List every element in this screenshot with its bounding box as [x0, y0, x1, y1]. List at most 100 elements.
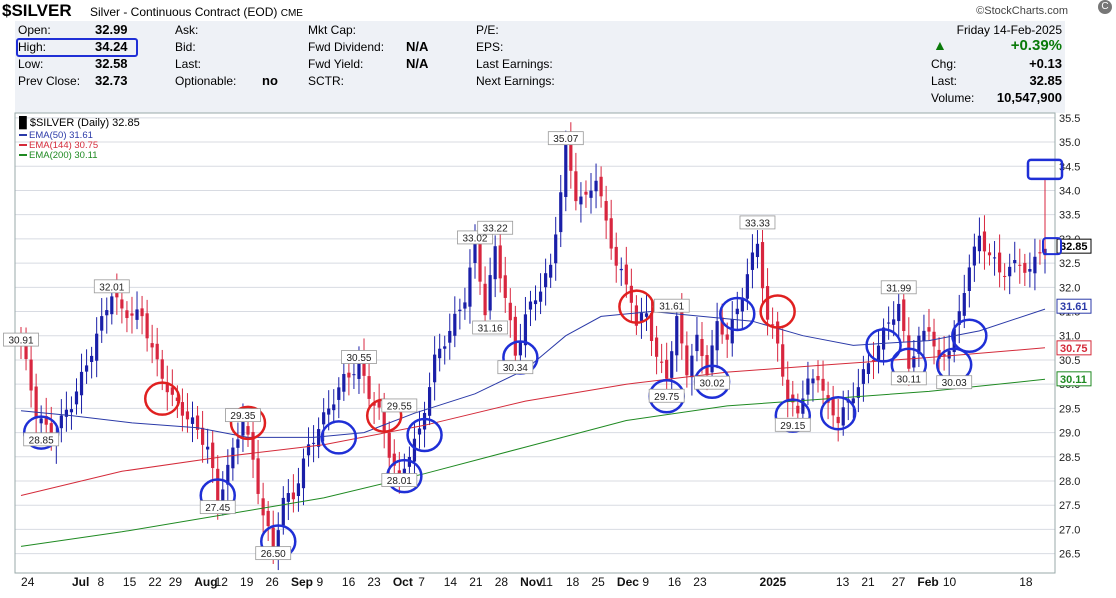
- ema200-line: [20, 378, 1046, 547]
- candle-body: [498, 245, 502, 279]
- candle-body: [74, 391, 79, 405]
- value-label: 35.07: [553, 134, 578, 145]
- right-price-label: 30.11: [1060, 374, 1087, 386]
- candle-body: [841, 407, 845, 426]
- candle-body: [90, 355, 94, 362]
- ema144-line: [20, 347, 1046, 496]
- candle-body: [538, 291, 543, 302]
- last-right-value: 32.85: [1029, 73, 1062, 88]
- value-label: 30.11: [897, 374, 922, 385]
- x-tick-label: 9: [316, 575, 323, 589]
- chart-header: $SILVER Silver - Continuous Contract (EO…: [0, 0, 1072, 115]
- candle-body: [241, 421, 245, 436]
- candle-body: [412, 438, 417, 462]
- value-label: 29.55: [387, 401, 412, 412]
- up-arrow-icon: ▲: [933, 37, 947, 53]
- value-label: 31.16: [478, 323, 503, 334]
- x-tick-label: 21: [861, 575, 875, 589]
- value-label-box: [477, 220, 514, 235]
- x-tick-label: 23: [693, 575, 707, 589]
- candle-body: [861, 369, 866, 384]
- chart-title: █ $SILVER (Daily) 32.85: [19, 115, 140, 130]
- x-tick-label: Nov: [520, 575, 543, 589]
- value-label: 33.33: [745, 218, 770, 229]
- value-label: 31.61: [659, 302, 684, 313]
- candle-body: [897, 303, 901, 322]
- y-tick-label: 26.5: [1059, 549, 1080, 561]
- candle-body: [417, 428, 422, 435]
- candle-body: [680, 311, 684, 344]
- candle-body: [110, 296, 114, 315]
- x-tick-label: 25: [591, 575, 605, 589]
- candle-body: [619, 268, 623, 271]
- candle-body: [438, 348, 442, 359]
- candle-body: [670, 351, 674, 378]
- candle-body: [967, 267, 971, 291]
- candle-body: [922, 330, 926, 341]
- prev-close-value: 32.73: [95, 73, 128, 88]
- candle-body: [781, 344, 785, 377]
- candle-body: [221, 489, 225, 506]
- y-tick-label: 34.0: [1059, 185, 1080, 197]
- right-price-tag: [1056, 371, 1092, 387]
- chg-label: Chg:: [931, 57, 957, 71]
- x-tick-label: 27: [892, 575, 906, 589]
- volume-label: Volume:: [931, 91, 975, 105]
- candle-body: [59, 415, 63, 429]
- candle-body: [357, 360, 361, 379]
- candle-body: [594, 180, 598, 192]
- chg-value: +0.13: [1029, 56, 1062, 71]
- candle-body: [776, 321, 780, 344]
- x-tick-label: 29: [169, 575, 183, 589]
- bid-label: Bid:: [175, 40, 196, 54]
- value-label-box: [890, 371, 927, 386]
- candle-body: [1013, 260, 1017, 264]
- candle-body: [311, 442, 316, 444]
- annotation-circle: [143, 381, 181, 416]
- value-label-box: [93, 279, 130, 294]
- x-tick-label: 23: [367, 575, 381, 589]
- candle-body: [987, 252, 992, 256]
- x-tick-label: 21: [469, 575, 483, 589]
- candle-body: [1033, 256, 1037, 274]
- open-value: 32.99: [95, 22, 128, 37]
- quote-panel: Open: 32.99 High: 34.24 Low: 32.58 Prev …: [15, 21, 1065, 113]
- candle-body: [624, 264, 628, 285]
- next-earnings-label: Next Earnings:: [476, 74, 555, 88]
- x-tick-label: Dec: [617, 575, 639, 589]
- legend-entry: EMA(50) 31.61: [29, 130, 93, 141]
- candle-body: [629, 285, 633, 303]
- candle-body: [564, 141, 568, 197]
- candle-body: [478, 240, 482, 282]
- candle-body: [422, 412, 427, 430]
- candle-body: [977, 235, 982, 252]
- candle-body: [831, 398, 835, 416]
- candle-body: [206, 446, 210, 450]
- candle-body: [69, 409, 74, 413]
- candle-body: [185, 411, 190, 420]
- value-label-box: [880, 280, 917, 295]
- high-value: 34.24: [95, 39, 128, 54]
- candle-body: [271, 527, 275, 550]
- description-text: Silver - Continuous Contract (EOD): [90, 5, 278, 19]
- last-earnings-label: Last Earnings:: [476, 57, 553, 71]
- value-label: 30.34: [503, 363, 528, 374]
- value-label-box: [936, 375, 973, 390]
- candle-body: [246, 426, 250, 435]
- value-label: 30.91: [8, 336, 33, 347]
- x-tick-label: 18: [566, 575, 580, 589]
- right-price-label: 32.85: [1060, 241, 1088, 253]
- candle-body: [892, 319, 896, 325]
- candle-body: [84, 365, 89, 372]
- legend-entry: EMA(144) 30.75: [29, 140, 98, 151]
- candle-body: [972, 246, 976, 266]
- candle-body: [660, 361, 664, 363]
- value-label-box: [739, 215, 776, 230]
- candle-body: [296, 483, 301, 496]
- candle-body: [160, 359, 164, 379]
- candle-body: [1003, 275, 1007, 277]
- candle-body: [755, 243, 760, 258]
- candle-body: [190, 417, 195, 424]
- candle-body: [488, 275, 492, 311]
- info-icon[interactable]: C: [1098, 0, 1112, 14]
